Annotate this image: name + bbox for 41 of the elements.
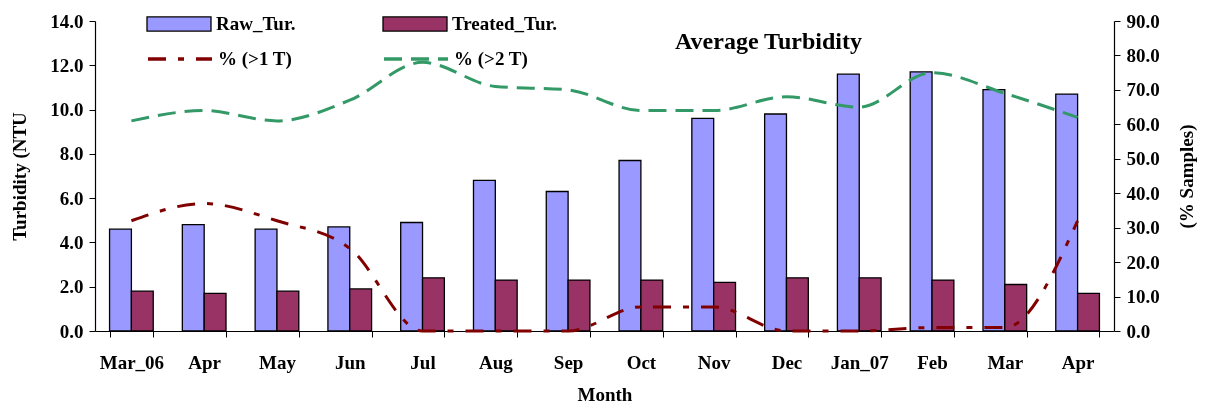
legend-label: % (>1 T) (218, 48, 292, 70)
y2-tick-label: 90.0 (1126, 10, 1160, 32)
y2-tick-label: 50.0 (1126, 148, 1160, 170)
y-tick-label: 14.0 (50, 10, 84, 32)
y2-tick-label: 80.0 (1126, 44, 1160, 66)
x-tick-label: Sep (553, 351, 584, 373)
x-tick-label: Mar (987, 351, 1024, 373)
y2-tick-label: 40.0 (1126, 182, 1160, 204)
x-axis-title: Month (577, 383, 633, 405)
y2-tick-label: 30.0 (1126, 217, 1160, 239)
y-tick-label: 6.0 (59, 187, 84, 209)
x-tick-label: Aug (478, 351, 514, 373)
x-tick-label: Nov (697, 351, 732, 373)
legend-label: % (>2 T) (454, 48, 528, 70)
x-tick-label: Mar_06 (99, 351, 165, 373)
y2-tick-label: 70.0 (1126, 79, 1160, 101)
y2-axis-title: (% Samples) (1175, 124, 1198, 229)
y-tick-label: 4.0 (59, 231, 84, 253)
y-tick-label: 8.0 (59, 143, 84, 165)
y2-tick-label: 0.0 (1126, 320, 1151, 342)
chart-title: Average Turbidity (675, 28, 862, 54)
y2-tick-label: 20.0 (1126, 251, 1160, 273)
y-tick-label: 2.0 (59, 276, 84, 298)
line-series (129, 202, 1080, 333)
x-tick-label: Feb (917, 351, 948, 373)
y-tick-label: 0.0 (59, 320, 84, 342)
x-tick-label: Jan_07 (830, 351, 890, 373)
y2-tick-label: 10.0 (1126, 286, 1160, 308)
x-tick-label: Dec (771, 351, 803, 373)
x-tick-label: Jul (410, 351, 436, 373)
legend-label: Raw_Tur. (216, 13, 296, 34)
legend-label: Treated_Tur. (452, 13, 558, 34)
x-tick-label: Apr (1061, 351, 1096, 373)
y-axis-title: Turbidity (NTU (9, 111, 32, 241)
x-tick-label: May (259, 351, 297, 373)
y-tick-label: 10.0 (50, 99, 84, 121)
x-tick-label: Oct (626, 351, 657, 373)
y-tick-label: 12.0 (50, 54, 84, 76)
x-tick-label: Apr (188, 351, 222, 373)
y2-tick-label: 60.0 (1126, 113, 1160, 135)
x-tick-label: Jun (334, 351, 366, 373)
